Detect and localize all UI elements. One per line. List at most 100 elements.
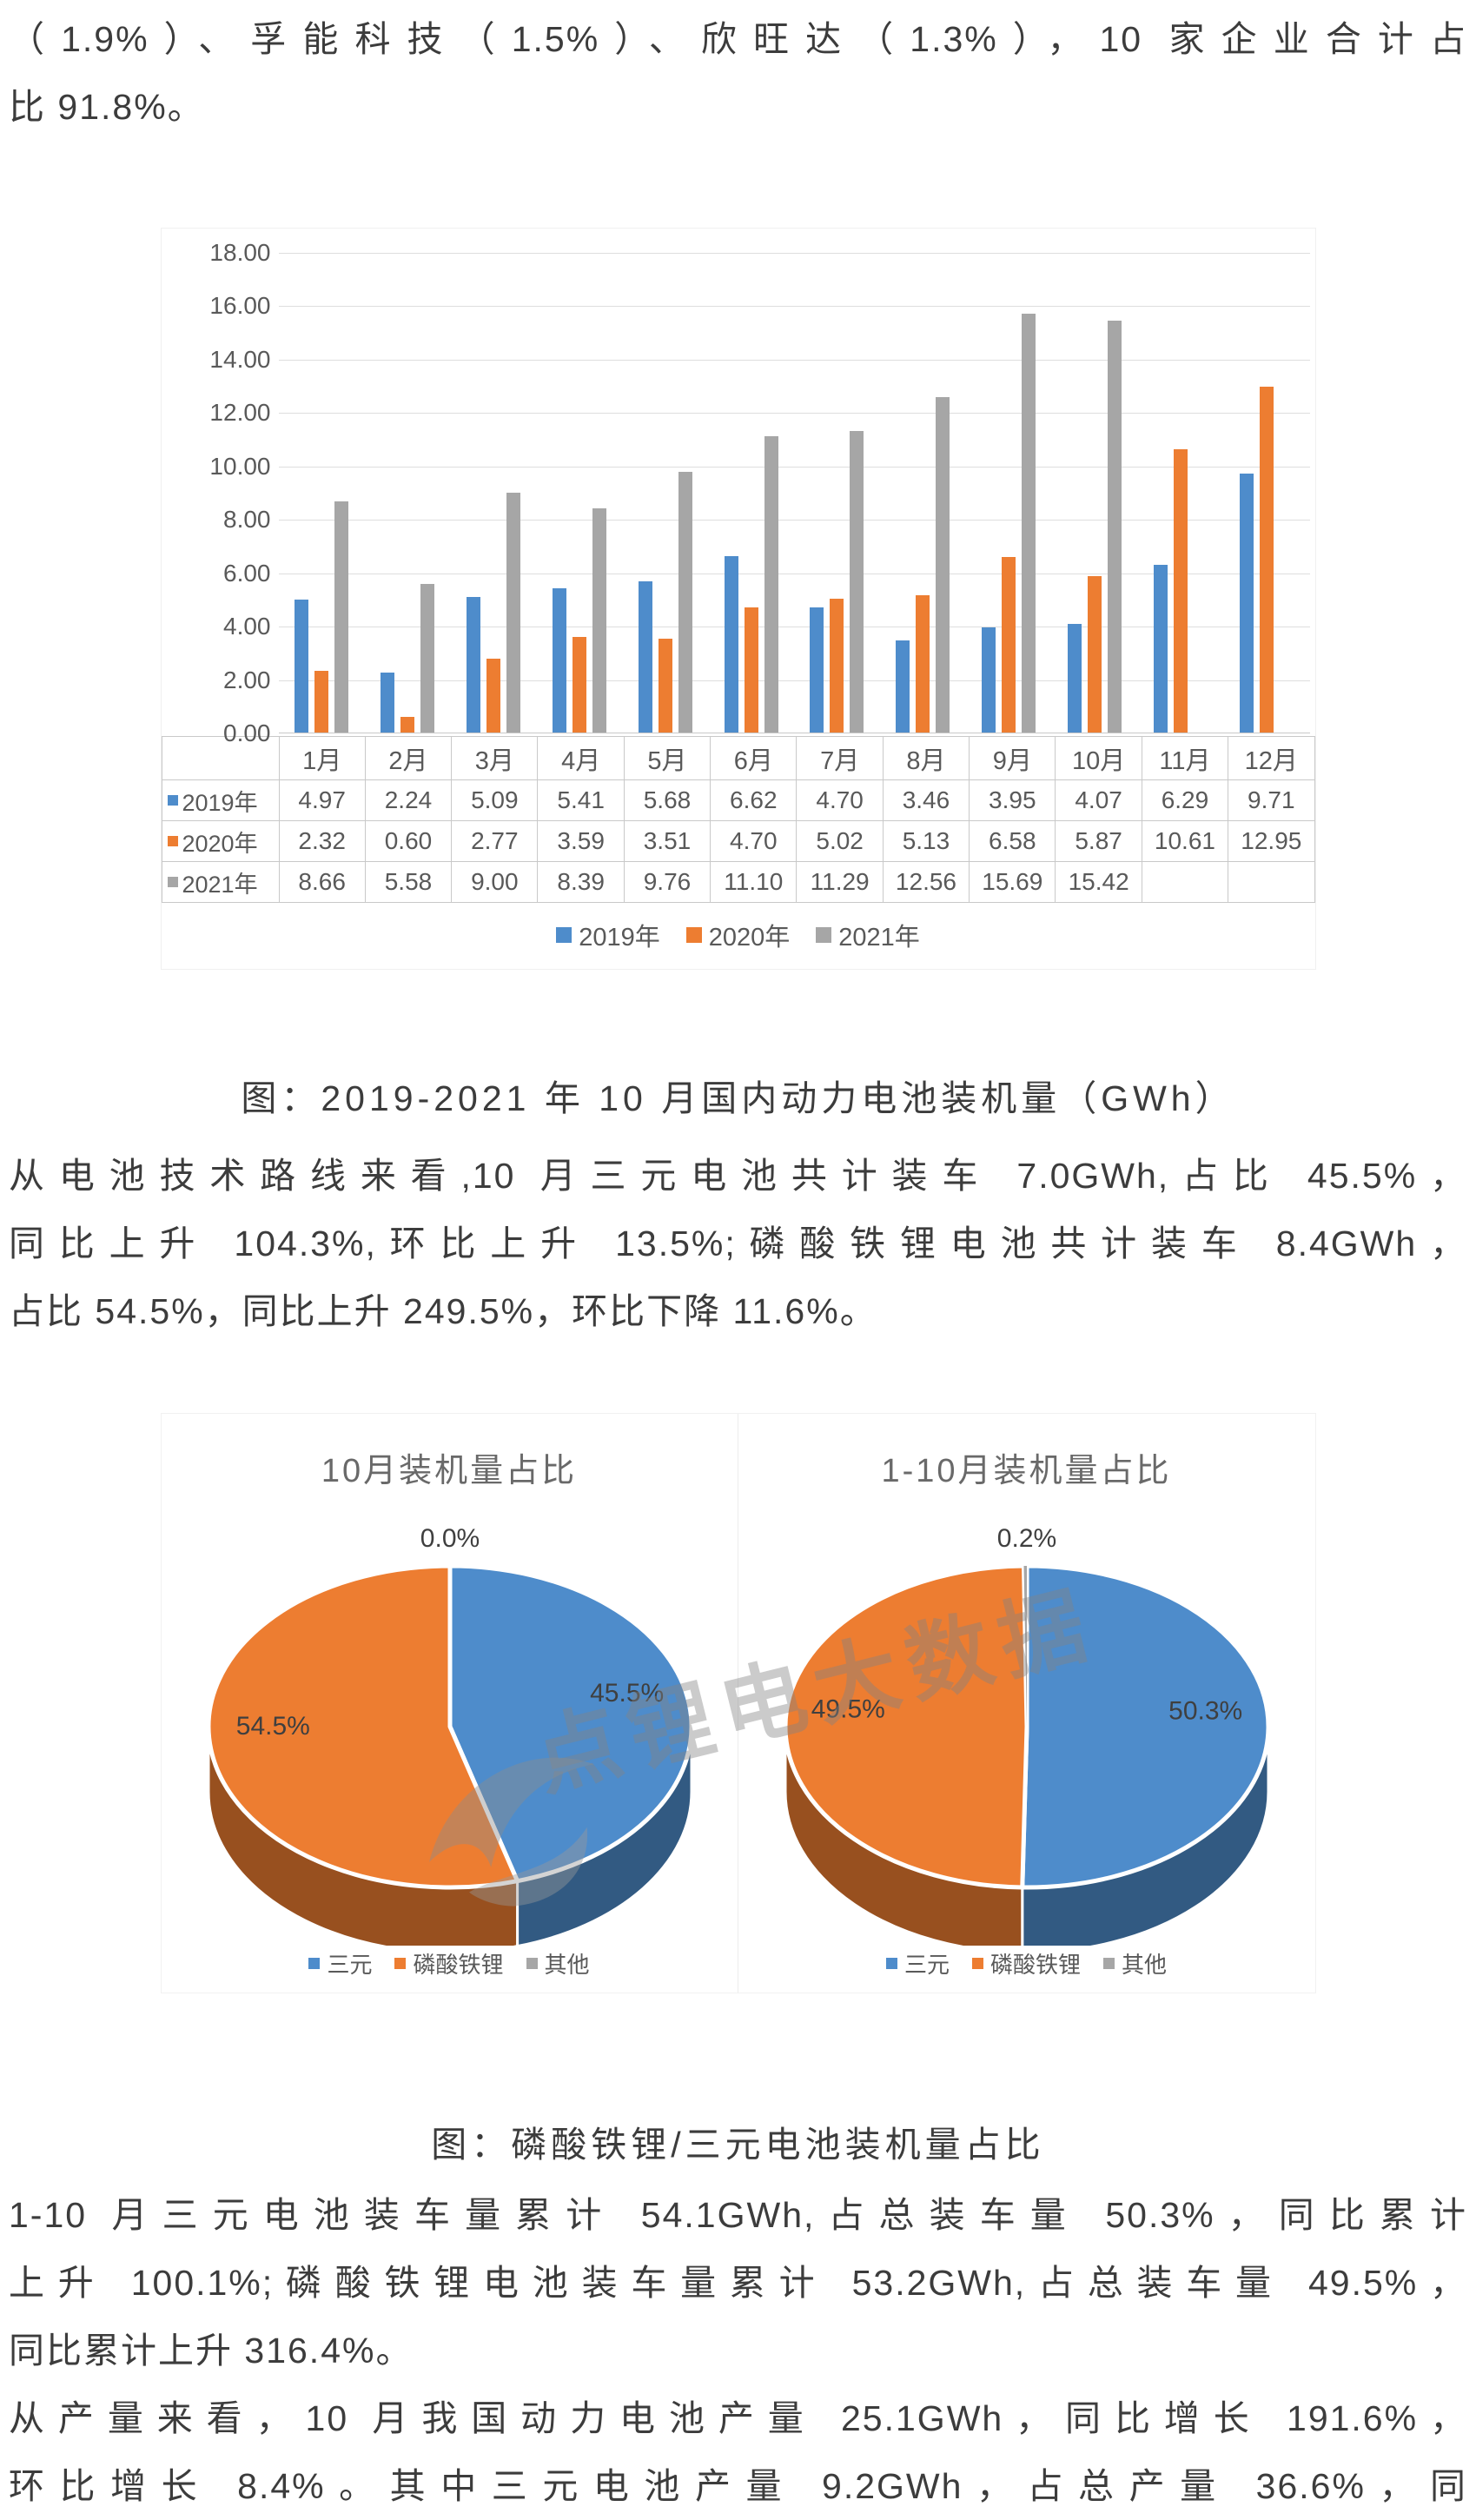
table-month-header: 12月: [1228, 736, 1315, 780]
table-cell: 5.87: [1055, 820, 1142, 862]
table-cell: 11.29: [796, 861, 884, 903]
paragraph-cumulative: 1-10 月三元电池装车量累计 54.1GWh,占总装车量 50.3%，同比累计…: [0, 2181, 1476, 2384]
legend-item-2019年: 2019年: [556, 917, 660, 953]
bar-chart-plot: [278, 253, 1310, 733]
table-cell: 4.70: [796, 779, 884, 821]
chart-data-table: 1月 2月 3月 4月 5月 6月 7月 8月 9月 10月 11月 12月 2019年 4.97 2.24…: [161, 736, 1315, 903]
bar-chart-block: 18.00 16.00 14.00 12.00 10.00 8.00 6.00 4.00 2.0…: [160, 228, 1316, 970]
table-month-header: 6月: [710, 736, 798, 780]
bar-2019年-12月: [1240, 473, 1254, 733]
table-row: 2019年 4.97 2.24 5.09 5.41 5.68 6.62 4.70 3.46 3.9…: [161, 779, 1315, 821]
legend-label: 三元: [903, 1951, 950, 1978]
table-month-header: 1月: [278, 736, 366, 780]
legend-item-磷酸铁锂: 磷酸铁锂: [394, 1947, 504, 1980]
table-cell: 15.69: [969, 861, 1056, 903]
table-row-label: 2021年: [161, 861, 280, 903]
pie-label-其他: 0.2%: [996, 1524, 1056, 1553]
bar-2019年-1月: [294, 600, 308, 733]
pie-title: 10月装机量占比: [321, 1453, 578, 1489]
gridline: [278, 306, 1310, 308]
legend-swatch: [167, 877, 178, 887]
bar-2021年-8月: [936, 397, 950, 733]
pie-label-三元: 45.5%: [590, 1679, 664, 1708]
legend-item-其他: 其他: [526, 1947, 590, 1980]
table-cell: 9.76: [623, 861, 712, 903]
bar-group: [364, 253, 450, 733]
pie-chart-svg: 45.5% 54.5% 0.0%: [206, 1524, 693, 1946]
y-axis-label: 16.00: [209, 292, 271, 320]
bar-group: [1052, 253, 1138, 733]
legend-swatch: [885, 1957, 897, 1969]
series-label: 2019年: [162, 784, 278, 818]
table-cell: 5.13: [882, 820, 970, 862]
table-cell: 6.58: [969, 820, 1056, 862]
pie-label-磷酸铁锂: 54.5%: [235, 1712, 309, 1741]
text-line: 1-10 月三元电池装车量累计 54.1GWh,占总装车量 50.3%，同比累计: [9, 2195, 1467, 2235]
bar-2021年-10月: [1108, 321, 1122, 733]
bar-2019年-8月: [896, 640, 910, 733]
y-axis-label: 10.00: [209, 452, 271, 480]
legend-label: 三元: [327, 1951, 373, 1978]
table-cell: 15.42: [1055, 861, 1142, 903]
gridline: [278, 253, 1310, 254]
y-axis-label: 14.00: [209, 345, 271, 373]
pie-slice-磷酸铁锂: [206, 1563, 520, 1890]
legend-swatch: [685, 927, 702, 943]
pie-slice-其他: [1023, 1566, 1027, 1727]
table-month-header: 4月: [537, 736, 625, 780]
table-cell: 10.61: [1141, 820, 1229, 862]
table-cell: [1141, 861, 1229, 903]
table-cell: 4.70: [710, 820, 798, 862]
table-cell: 3.95: [969, 779, 1056, 821]
series-label: 2020年: [162, 825, 278, 859]
table-row: 2020年 2.32 0.60 2.77 3.59 3.51 4.70 5.02 5.13 6.5…: [161, 820, 1315, 862]
legend-item-2021年: 2021年: [816, 917, 920, 953]
bar-2019年-11月: [1154, 564, 1168, 733]
bar-2020年-10月: [1088, 575, 1102, 733]
legend-label: 磷酸铁锂: [990, 1951, 1081, 1978]
pie-chart-svg: 50.3% 49.5% 0.2%: [783, 1524, 1270, 1946]
table-cell: 9.71: [1228, 779, 1315, 821]
bar-group: [880, 253, 966, 733]
legend-swatch: [526, 1957, 538, 1969]
table-cell: 6.29: [1141, 779, 1229, 821]
table-cell: 5.58: [364, 861, 453, 903]
table-cell: 9.00: [451, 861, 539, 903]
table-month-header: 7月: [796, 736, 884, 780]
legend-label: 2020年: [708, 924, 791, 952]
bar-group: [1138, 253, 1224, 733]
table-month-header: 8月: [882, 736, 970, 780]
series-name: 2020年: [182, 830, 258, 857]
table-cell: 3.46: [882, 779, 970, 821]
legend-item-磷酸铁锂: 磷酸铁锂: [971, 1947, 1081, 1980]
gridline: [278, 359, 1310, 361]
text-line: 环比增长 8.4%。其中三元电池产量 9.2GWh，占总产量 36.6%，同: [9, 2466, 1467, 2506]
gridline: [278, 413, 1310, 414]
text-line: （1.9%）、孚能科技（1.5%）、欣旺达（1.3%），10 家企业合计占: [9, 19, 1467, 59]
table-cell: 5.41: [537, 779, 625, 821]
table-cell: 5.02: [796, 820, 884, 862]
gridline: [278, 680, 1310, 681]
legend-swatch: [556, 927, 573, 943]
table-cell: 12.56: [882, 861, 970, 903]
table-row-label: 2020年: [161, 820, 280, 862]
pie-chart-caption: 图：磷酸铁锂/三元电池装机量占比: [431, 2125, 1045, 2165]
bar-2021年-4月: [592, 508, 606, 733]
table-corner-cell: [161, 736, 280, 780]
bar-group: [450, 253, 536, 733]
bar-2021年-9月: [1022, 313, 1036, 733]
legend-item-三元: 三元: [885, 1947, 950, 1980]
bar-2020年-3月: [486, 658, 500, 733]
y-axis-label: 18.00: [209, 239, 271, 266]
y-axis-label: 4.00: [223, 613, 271, 640]
bar-chart-caption: 图：2019-2021 年 10 月国内动力电池装机量（GWh）: [241, 1078, 1235, 1118]
legend-swatch: [971, 1957, 983, 1969]
bar-2020年-9月: [1002, 556, 1016, 733]
bar-2019年-3月: [466, 596, 480, 733]
table-cell: 2.77: [451, 820, 539, 862]
bar-2019年-5月: [638, 580, 652, 733]
bar-2020年-11月: [1174, 449, 1188, 733]
table-cell: 4.97: [278, 779, 366, 821]
series-name: 2019年: [182, 789, 258, 816]
table-cell: 4.07: [1055, 779, 1142, 821]
